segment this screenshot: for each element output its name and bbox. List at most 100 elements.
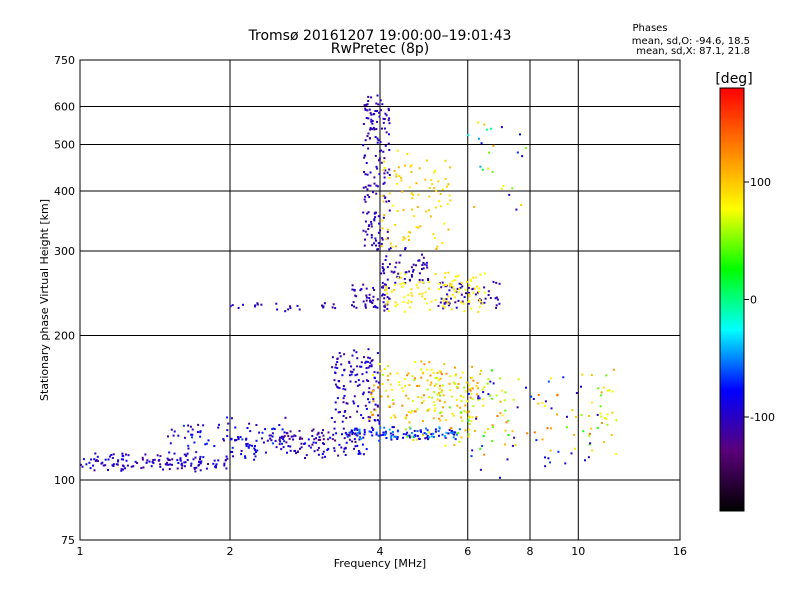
x-axis-ticks: 1 2 4 6 8 10 16 [77, 545, 688, 558]
echo-point [352, 400, 355, 403]
echo-point [283, 431, 286, 434]
echo-point [606, 413, 609, 416]
echo-point [140, 467, 143, 470]
echo-point [495, 306, 498, 309]
echo-point [353, 395, 356, 398]
echo-point [603, 417, 606, 419]
echo-point [452, 285, 455, 288]
echo-point [349, 370, 352, 373]
echo-point [451, 280, 454, 283]
echo-point [311, 443, 314, 446]
echo-point [187, 424, 190, 427]
echo-point [385, 200, 388, 203]
echo-point [372, 295, 375, 298]
echo-point [292, 438, 295, 441]
echo-point [368, 365, 371, 368]
echo-point [588, 434, 591, 437]
echo-point [490, 369, 493, 372]
echo-point [487, 290, 490, 293]
echo-point [222, 438, 225, 441]
echo-point [387, 310, 390, 313]
echo-point [207, 463, 209, 465]
echo-point [541, 438, 544, 441]
echo-point [381, 219, 384, 222]
echo-point [363, 156, 366, 159]
echo-point [189, 425, 192, 428]
echo-point [566, 426, 568, 429]
echo-point [369, 128, 372, 131]
echo-point [428, 281, 431, 284]
echo-point [393, 414, 396, 417]
echo-point [254, 448, 256, 451]
echo-point [395, 173, 398, 176]
echo-point [611, 390, 614, 393]
echo-point [413, 429, 416, 432]
echo-point [472, 287, 475, 290]
echo-point [487, 294, 490, 296]
echo-point [443, 222, 446, 225]
echo-point [477, 137, 480, 140]
echo-point [101, 461, 104, 464]
echo-point [479, 300, 482, 303]
echo-point [199, 458, 201, 460]
echo-point [385, 285, 388, 288]
echo-point [380, 109, 382, 112]
echo-point [444, 435, 446, 438]
echo-point [381, 267, 384, 270]
echo-point [351, 433, 354, 436]
echo-point [533, 431, 536, 434]
echo-point [356, 444, 359, 447]
echo-point [377, 231, 380, 234]
echo-point [409, 436, 411, 439]
echo-point [322, 305, 325, 308]
echo-point [420, 396, 423, 399]
echo-point [326, 449, 329, 451]
echo-point [506, 458, 509, 461]
echo-point [492, 144, 495, 147]
echo-point [85, 463, 88, 466]
echo-point [421, 253, 423, 256]
echo-point [322, 306, 325, 309]
echo-point [378, 222, 381, 225]
echo-point [360, 288, 363, 290]
echo-point [384, 169, 387, 172]
echo-point [248, 422, 251, 425]
echo-point [407, 397, 410, 400]
echo-point [404, 273, 407, 276]
echo-point [515, 208, 518, 211]
echo-point [331, 438, 334, 441]
echo-point [476, 291, 479, 294]
echo-point [438, 282, 441, 285]
echo-point [355, 306, 358, 309]
echo-point [308, 444, 311, 447]
echo-point [88, 461, 91, 464]
echo-point [384, 112, 387, 115]
echo-point [144, 453, 147, 456]
echo-point [479, 273, 482, 276]
echo-point [367, 184, 370, 187]
echo-point [231, 304, 234, 307]
echo-point [454, 290, 457, 293]
echo-point [441, 241, 444, 244]
echo-point [390, 438, 393, 441]
echo-point [355, 427, 358, 430]
echo-point [352, 431, 354, 434]
echo-point [159, 463, 162, 466]
echo-point [275, 446, 278, 449]
echo-point [223, 462, 226, 465]
echo-point [168, 468, 171, 471]
echo-point [397, 430, 400, 433]
echo-point [458, 440, 461, 443]
echo-point [438, 417, 441, 420]
echo-point [588, 432, 591, 435]
echo-point [365, 103, 368, 106]
echo-point [374, 409, 377, 412]
y-axis-ticks: 75 100 200 300 400 500 600 750 [54, 54, 75, 547]
echo-point [424, 298, 426, 300]
echo-point [344, 447, 347, 450]
echo-point [367, 95, 370, 98]
echo-point [464, 288, 467, 291]
echo-point [441, 433, 444, 436]
echo-point [467, 286, 470, 289]
echo-point [412, 263, 415, 266]
